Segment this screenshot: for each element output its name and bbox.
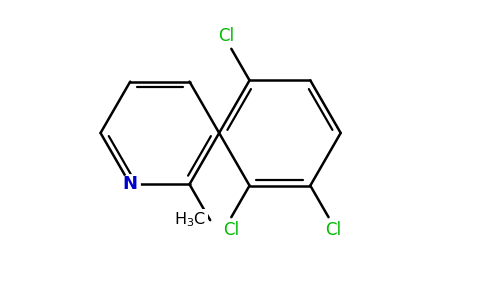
Text: Cl: Cl [223, 221, 240, 239]
Text: Cl: Cl [218, 27, 235, 45]
Text: N: N [123, 175, 137, 193]
Text: Cl: Cl [325, 221, 341, 239]
Text: $\mathregular{H_3C}$: $\mathregular{H_3C}$ [174, 211, 206, 230]
